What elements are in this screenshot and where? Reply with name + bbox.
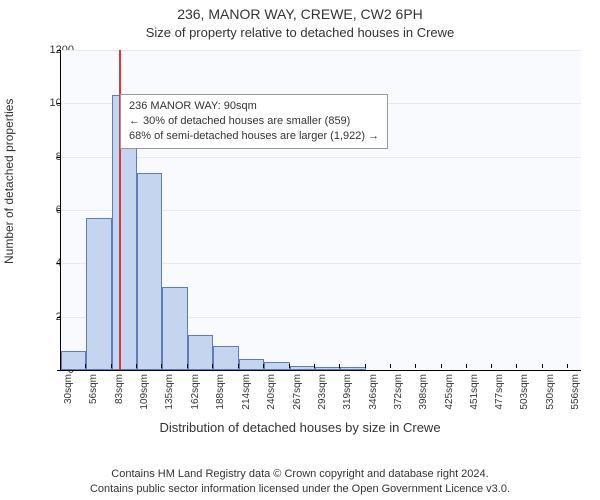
xtick-label: 135sqm [164,374,175,424]
xtick-label: 372sqm [393,374,404,424]
ytick-mark [57,210,61,211]
xtick-mark [111,364,112,368]
ytick-mark [57,103,61,104]
histogram-bar [213,346,238,370]
histogram-bar [315,367,340,370]
xtick-label: 83sqm [114,374,125,424]
xtick-label: 162sqm [190,374,201,424]
x-axis-label: Distribution of detached houses by size … [0,420,600,435]
xtick-label: 556sqm [570,374,581,424]
histogram-bar [188,335,213,370]
footer-attribution: Contains HM Land Registry data © Crown c… [0,467,600,496]
xtick-mark [567,364,568,368]
ytick-mark [57,263,61,264]
xtick-label: 425sqm [444,374,455,424]
xtick-label: 477sqm [494,374,505,424]
xtick-mark [60,364,61,368]
footer-line-2: Contains public sector information licen… [0,482,600,496]
xtick-mark [238,364,239,368]
histogram-bar [239,359,264,370]
xtick-mark [314,364,315,368]
xtick-label: 109sqm [139,374,150,424]
xtick-mark [466,364,467,368]
xtick-label: 398sqm [418,374,429,424]
xtick-mark [365,364,366,368]
ytick-mark [57,370,61,371]
xtick-mark [136,364,137,368]
footer-line-1: Contains HM Land Registry data © Crown c… [0,467,600,481]
legend-line-1: 236 MANOR WAY: 90sqm [129,99,379,114]
xtick-mark [161,364,162,368]
xtick-label: 346sqm [368,374,379,424]
xtick-label: 451sqm [469,374,480,424]
xtick-mark [415,364,416,368]
xtick-label: 503sqm [519,374,530,424]
y-axis-label: Number of detached properties [2,99,16,264]
histogram-bar [137,173,162,370]
histogram-bar [162,287,188,370]
histogram-bar [340,367,366,370]
xtick-label: 267sqm [292,374,303,424]
xtick-mark [85,364,86,368]
xtick-label: 214sqm [241,374,252,424]
chart-legend-box: 236 MANOR WAY: 90sqm ← 30% of detached h… [120,94,388,149]
xtick-mark [390,364,391,368]
xtick-mark [339,364,340,368]
ytick-mark [57,50,61,51]
ytick-mark [57,157,61,158]
xtick-label: 530sqm [545,374,556,424]
histogram-bar [264,362,290,370]
legend-line-3: 68% of semi-detached houses are larger (… [129,129,379,144]
xtick-label: 188sqm [215,374,226,424]
xtick-mark [542,364,543,368]
xtick-mark [212,364,213,368]
histogram-bar [86,218,112,370]
xtick-label: 293sqm [317,374,328,424]
legend-line-2: ← 30% of detached houses are smaller (85… [129,114,379,129]
xtick-mark [516,364,517,368]
gridline [61,157,581,158]
xtick-mark [263,364,264,368]
xtick-label: 30sqm [63,374,74,424]
xtick-label: 319sqm [342,374,353,424]
ytick-mark [57,317,61,318]
xtick-mark [441,364,442,368]
histogram-bar [290,366,315,370]
histogram-chart: Number of detached properties 0200400600… [0,44,600,440]
xtick-mark [187,364,188,368]
page-title: 236, MANOR WAY, CREWE, CW2 6PH [0,6,600,22]
xtick-label: 240sqm [266,374,277,424]
xtick-mark [289,364,290,368]
xtick-label: 56sqm [88,374,99,424]
histogram-bar [61,351,86,370]
xtick-mark [491,364,492,368]
page-subtitle: Size of property relative to detached ho… [0,25,600,40]
gridline [61,50,581,51]
